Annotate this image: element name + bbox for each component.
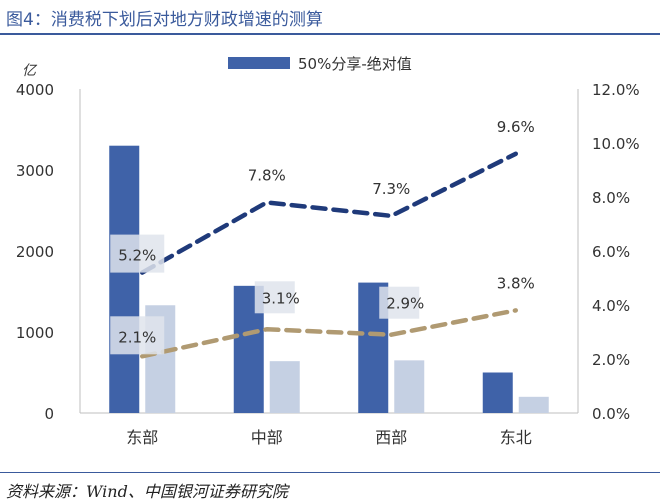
y-right-tick-label: 8.0%	[592, 189, 630, 207]
y-left-tick-label: 3000	[16, 162, 54, 180]
x-tick-label: 东部	[126, 428, 158, 447]
y-right-tick-label: 4.0%	[592, 297, 630, 315]
data-label: 3.8%	[497, 274, 535, 292]
data-label: 7.8%	[248, 166, 286, 184]
bar-secondary	[269, 361, 300, 413]
y-left-tick-label: 2000	[16, 243, 54, 261]
x-tick-label: 中部	[251, 428, 283, 447]
chart: 0 1000 2000 3000 4000 亿 0.0% 2.0% 4.0% 6.0% 8.0% 10…	[16, 55, 640, 447]
data-label-box	[110, 316, 165, 355]
y-left-tick-label: 4000	[16, 81, 54, 99]
line-series-navy	[140, 151, 518, 275]
x-tick-label: 东北	[500, 428, 532, 447]
footer-rule	[0, 472, 660, 473]
data-label: 7.3%	[372, 180, 410, 198]
title-rule	[0, 33, 660, 35]
source-note: 资料来源：Wind、中国银河证券研究院	[6, 482, 288, 501]
data-label: 2.1%	[118, 328, 156, 346]
y-right-tick-label: 6.0%	[592, 243, 630, 261]
legend-label: 50%分享-绝对值	[298, 55, 412, 73]
bar-primary	[109, 145, 140, 413]
y-right-tick-label: 12.0%	[592, 81, 640, 99]
line-series-tan	[140, 308, 518, 359]
y-left-tick-label: 1000	[16, 324, 54, 342]
y-left-unit-label: 亿	[22, 63, 38, 79]
legend-swatch	[228, 57, 290, 69]
data-label: 5.2%	[118, 247, 156, 265]
y-right-tick-label: 10.0%	[592, 135, 640, 153]
y-left-tick-label: 0	[44, 405, 54, 423]
title-bar: 图4：消费税下划后对地方财政增速的测算	[0, 0, 660, 35]
bar-secondary	[394, 360, 425, 413]
figure-title: 图4：消费税下划后对地方财政增速的测算	[6, 10, 323, 30]
x-tick-label: 西部	[375, 428, 407, 447]
bar-secondary	[518, 396, 549, 413]
bar-primary	[482, 372, 513, 413]
data-label-box	[379, 286, 420, 319]
data-label: 2.9%	[386, 295, 424, 313]
y-right-tick-label: 2.0%	[592, 351, 630, 369]
data-label: 3.1%	[262, 289, 300, 307]
data-label-box	[254, 281, 295, 314]
data-label: 9.6%	[497, 118, 535, 136]
data-label-box	[110, 234, 165, 273]
y-right-tick-label: 0.0%	[592, 405, 630, 423]
